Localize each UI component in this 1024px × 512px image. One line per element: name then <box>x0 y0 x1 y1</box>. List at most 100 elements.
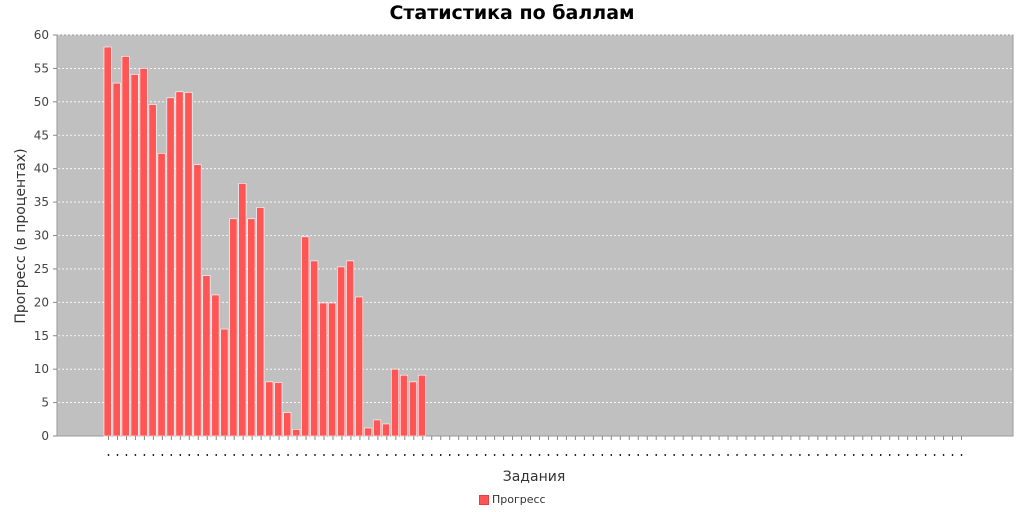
x-tick-label <box>386 454 388 456</box>
x-tick-label <box>305 454 307 456</box>
bar <box>256 207 265 437</box>
x-tick-label <box>619 454 622 456</box>
bar <box>148 104 157 437</box>
x-tick-label <box>772 454 774 456</box>
x-tick-label <box>754 454 756 456</box>
bar <box>211 294 220 437</box>
x-tick-label <box>107 454 110 456</box>
x-tick-label <box>745 454 747 456</box>
bar <box>355 296 364 437</box>
x-tick-label <box>287 454 289 456</box>
x-tick-label <box>143 454 146 456</box>
y-tick-label: 35 <box>34 195 49 209</box>
x-tick-label <box>431 454 433 456</box>
x-tick-label <box>763 454 765 456</box>
x-tick-label <box>242 454 244 456</box>
x-tick-label <box>125 454 128 456</box>
x-tick-label <box>206 454 208 456</box>
y-tick-label: 50 <box>34 95 49 109</box>
legend-label: Прогресс <box>492 493 546 506</box>
bar <box>301 236 310 437</box>
x-tick-label <box>233 454 235 456</box>
x-tick-label <box>314 454 316 456</box>
x-tick-label <box>529 454 532 456</box>
x-tick-label <box>808 454 810 456</box>
gridlines <box>58 34 1012 403</box>
x-tick-label <box>511 454 514 456</box>
x-tick-label <box>933 454 936 456</box>
bar <box>130 74 139 437</box>
bar <box>417 374 426 437</box>
x-tick-label <box>215 454 217 456</box>
bars <box>103 46 426 437</box>
x-tick-label <box>942 454 945 456</box>
x-tick-label <box>377 454 379 456</box>
x-tick-label <box>592 454 595 456</box>
bar <box>103 46 112 437</box>
x-tick-label <box>296 454 298 456</box>
x-tick-label <box>915 454 918 456</box>
bar <box>112 82 121 437</box>
x-tick-label <box>413 454 415 456</box>
x-tick-label <box>269 454 271 456</box>
x-tick-label <box>179 454 182 456</box>
bar <box>328 302 337 437</box>
x-tick-label <box>906 454 909 456</box>
x-tick-label <box>583 454 586 456</box>
x-tick-label <box>520 454 523 456</box>
bar <box>184 92 193 437</box>
x-tick-label <box>610 454 613 456</box>
x-tick-label <box>251 454 253 456</box>
x-tick-label <box>951 454 954 456</box>
y-tick-label: 40 <box>34 162 49 176</box>
x-tick-label <box>484 454 487 456</box>
x-tick-label <box>673 454 675 456</box>
x-tick-label <box>888 454 891 456</box>
y-tick-label: 10 <box>34 362 49 376</box>
x-tick-label <box>655 454 657 456</box>
x-tick-label <box>574 454 577 456</box>
x-tick-label <box>790 454 792 456</box>
x-tick-label <box>879 454 882 456</box>
x-tick-label <box>844 454 846 456</box>
y-tick-label: 5 <box>41 396 49 410</box>
x-tick-label <box>646 454 648 456</box>
x-tick-label <box>700 454 702 456</box>
x-tick-label <box>422 454 424 456</box>
x-tick-label <box>170 454 173 456</box>
legend-swatch <box>479 494 489 505</box>
x-tick-label <box>817 454 819 456</box>
bar <box>247 218 256 437</box>
x-tick-label <box>161 454 164 456</box>
x-tick-label <box>781 454 783 456</box>
x-tick-label <box>664 454 666 456</box>
x-tick-label <box>395 454 397 456</box>
x-tick-label <box>565 454 568 456</box>
bar <box>139 68 148 437</box>
bar <box>319 302 328 437</box>
x-tick-label <box>134 454 137 456</box>
y-tick-label: 30 <box>34 229 49 243</box>
bar <box>310 260 319 437</box>
y-axis-label: Прогресс (в процентах) <box>13 148 29 323</box>
x-tick-label <box>457 454 460 456</box>
bar <box>202 275 211 437</box>
x-tick-label <box>709 454 711 456</box>
x-tick-label <box>556 454 559 456</box>
x-tick-label <box>493 454 496 456</box>
bar <box>364 427 373 437</box>
bar <box>283 412 292 437</box>
legend: Прогресс <box>479 493 546 506</box>
bar <box>292 429 301 437</box>
x-tick-label <box>538 454 541 456</box>
x-tick-label <box>547 454 550 456</box>
x-tick-label <box>727 454 729 456</box>
x-tick-label <box>871 454 873 456</box>
x-tick-label <box>260 454 262 456</box>
bar <box>346 260 355 437</box>
bar <box>220 328 229 437</box>
y-axis: 0 5 10 15 20 25 30 35 40 45 50 55 60 <box>34 28 57 443</box>
bar <box>175 91 184 437</box>
y-tick-label: 55 <box>34 61 49 75</box>
bar <box>400 374 408 437</box>
